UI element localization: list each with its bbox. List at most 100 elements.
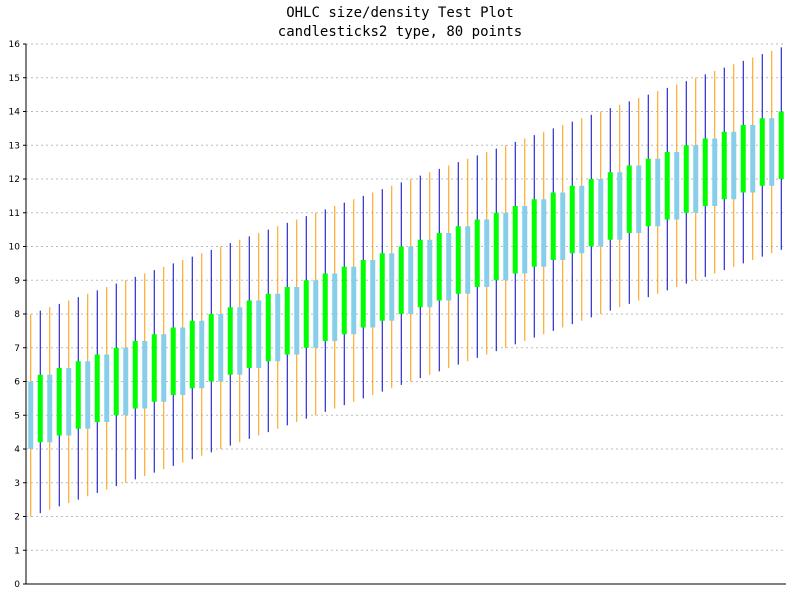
- candle-body-up: [208, 314, 214, 382]
- candle-body-down: [427, 239, 433, 308]
- candle-body-down: [332, 273, 338, 341]
- candle-body-down: [313, 280, 319, 348]
- candle-body-down: [446, 233, 452, 301]
- candle-body-down: [123, 347, 129, 416]
- candle-body-down: [693, 145, 699, 213]
- chart-title: OHLC size/density Test Plot: [286, 5, 514, 21]
- candle-body-up: [341, 266, 347, 335]
- candle-body-down: [370, 260, 376, 328]
- candle-body-up: [132, 341, 138, 409]
- y-tick-label: 7: [14, 344, 20, 354]
- y-tick-label: 15: [9, 74, 20, 84]
- y-tick-label: 3: [14, 479, 20, 489]
- candle-body-up: [417, 239, 423, 308]
- y-tick-label: 16: [9, 40, 21, 50]
- candle-body-up: [56, 368, 62, 436]
- candle-body-up: [322, 273, 328, 341]
- y-tick-label: 10: [9, 243, 21, 253]
- candle-body-down: [294, 287, 300, 355]
- candle-body-up: [75, 361, 81, 429]
- candle-body-down: [579, 185, 585, 254]
- candle-body-down: [104, 354, 110, 422]
- candle-body-up: [170, 327, 176, 395]
- y-tick-label: 0: [14, 580, 20, 590]
- y-tick-label: 4: [14, 445, 20, 455]
- candle-body-up: [246, 300, 252, 368]
- candle-body-up: [740, 125, 746, 193]
- candle-body-down: [503, 212, 509, 281]
- candle-body-up: [512, 206, 518, 274]
- grid-lines: [26, 43, 786, 585]
- candle-body-down: [598, 179, 604, 247]
- candle-body-up: [227, 307, 233, 375]
- candle-body-up: [37, 374, 43, 443]
- candle-body-down: [408, 246, 414, 314]
- candle-body-up: [702, 138, 708, 206]
- candle-body-down: [484, 219, 490, 287]
- candle-body-down: [85, 361, 91, 429]
- candle-body-down: [66, 368, 72, 436]
- candle-body-up: [645, 158, 651, 227]
- candle-body-down: [351, 266, 357, 335]
- candle-body-down: [275, 293, 281, 362]
- y-tick-label: 13: [9, 141, 20, 151]
- chart-subtitle: candlesticks2 type, 80 points: [277, 24, 523, 40]
- candle-body-down: [522, 206, 528, 274]
- candle-body-down: [541, 199, 547, 267]
- candle-body-down: [617, 172, 623, 240]
- candle-body-up: [398, 246, 404, 314]
- candle-body-up: [455, 226, 461, 294]
- candle-body-down: [712, 138, 718, 206]
- candle-body-down: [465, 226, 471, 294]
- candle-body-down: [674, 152, 680, 220]
- candle-body-up: [151, 334, 157, 402]
- candle-body-up: [94, 354, 100, 422]
- candle-body-up: [759, 118, 765, 186]
- candle-body-down: [142, 341, 148, 409]
- candle-body-up: [493, 212, 499, 281]
- y-tick-label: 6: [14, 378, 20, 388]
- candle-body-up: [683, 145, 689, 213]
- y-tick-label: 5: [14, 411, 20, 421]
- candle-body-up: [189, 320, 195, 389]
- candle-body-up: [778, 111, 784, 179]
- candle-body-down: [47, 374, 53, 443]
- candle-body-up: [626, 165, 632, 233]
- candle-body-down: [769, 118, 775, 186]
- candle-body-down: [161, 334, 167, 402]
- candle-body-up: [588, 179, 594, 247]
- candle-body-up: [664, 152, 670, 220]
- candle-body-down: [28, 381, 34, 449]
- y-tick-label: 12: [9, 175, 20, 185]
- candle-body-up: [284, 287, 290, 355]
- candle-body-up: [569, 185, 575, 254]
- y-tick-label: 8: [14, 310, 20, 320]
- candle-body-down: [180, 327, 186, 395]
- candle-body-down: [655, 158, 661, 227]
- candle-body-down: [218, 314, 224, 382]
- candles: [28, 47, 784, 517]
- candle-body-down: [389, 253, 395, 321]
- y-tick-label: 2: [14, 513, 20, 523]
- y-tick-label: 1: [14, 546, 20, 556]
- candle-body-down: [750, 125, 756, 193]
- candle-body-up: [303, 280, 309, 348]
- candle-body-up: [607, 172, 613, 240]
- candle-body-up: [436, 233, 442, 301]
- y-tick-label: 9: [14, 276, 20, 286]
- y-tick-label: 11: [9, 209, 20, 219]
- y-tick-label: 14: [9, 108, 21, 118]
- candle-body-up: [550, 192, 556, 260]
- candle-body-down: [636, 165, 642, 233]
- candle-body-down: [731, 131, 737, 200]
- candle-body-up: [721, 131, 727, 200]
- candle-body-down: [256, 300, 262, 368]
- candle-body-down: [199, 320, 205, 389]
- candle-body-up: [474, 219, 480, 287]
- candle-body-down: [560, 192, 566, 260]
- candle-body-down: [237, 307, 243, 375]
- candle-body-up: [265, 293, 271, 362]
- candle-body-up: [379, 253, 385, 321]
